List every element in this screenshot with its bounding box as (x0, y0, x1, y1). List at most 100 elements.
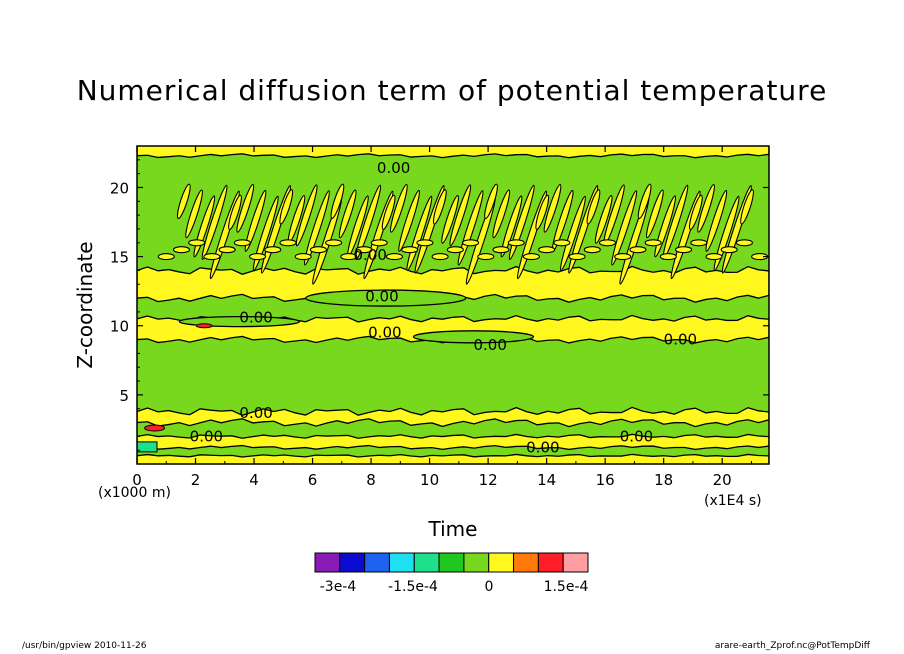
x-tick-label: 8 (366, 471, 376, 489)
plot-frame (136, 145, 770, 465)
field-wave (720, 246, 738, 254)
colorbar-swatch (488, 552, 515, 573)
field-wave (568, 253, 586, 261)
field-wave (185, 189, 203, 239)
field-wave (646, 189, 664, 239)
field-wave (172, 246, 191, 254)
field-surface-band (137, 453, 769, 464)
field-island (412, 330, 535, 344)
field-island (305, 289, 467, 307)
field-wave (381, 194, 396, 231)
field-wave (446, 246, 464, 254)
field-wave (385, 253, 404, 261)
field-wave (507, 239, 525, 247)
field-wave (176, 183, 191, 220)
field-wave (432, 189, 447, 225)
field-wave (522, 253, 540, 261)
field-wave (535, 194, 550, 231)
chart-title: Numerical diffusion term of potential te… (76, 74, 828, 107)
colorbar-swatch (513, 552, 539, 573)
field-wave (598, 239, 617, 247)
field-wave (431, 253, 449, 261)
field-wave (492, 189, 511, 239)
field-lower-band (137, 406, 769, 428)
field-blob (195, 323, 213, 329)
field-wave (611, 190, 638, 266)
field-wave (735, 239, 753, 247)
contour-label: 0.00 (620, 427, 653, 445)
field-wave (264, 246, 282, 254)
field-wave (355, 184, 382, 260)
colorbar-swatch (364, 552, 390, 573)
contour-label: 0.00 (377, 159, 410, 177)
field-wave (449, 184, 472, 247)
field-wave (236, 183, 255, 233)
colorbar-label: 0 (485, 579, 494, 595)
field-wave (398, 189, 421, 252)
x-tick-label: 18 (654, 471, 673, 489)
field-wave (559, 195, 586, 272)
colorbar-swatch (314, 552, 341, 573)
contour-label: 0.00 (368, 324, 401, 342)
contour-label: 0.00 (239, 404, 272, 422)
field-wave (740, 189, 754, 225)
colorbar: -3e-4 -1.5e-4 0 1.5e-4 (314, 552, 589, 595)
field-wave (492, 246, 510, 254)
field-wave (583, 246, 601, 254)
colorbar-swatch (413, 552, 440, 573)
field-wave (462, 239, 480, 247)
colorbar-swatch (537, 552, 564, 573)
field-wave (553, 239, 571, 247)
colorbar-label: -3e-4 (320, 579, 357, 595)
field-wave (188, 239, 206, 247)
field-wave (338, 189, 357, 239)
y-axis-label: Z-coordinate (73, 241, 97, 368)
field-wave (252, 195, 279, 272)
field-wave (340, 253, 358, 261)
y-tick-label: 20 (110, 179, 129, 197)
field-wave (441, 195, 459, 244)
field-wave (325, 239, 343, 247)
field-near-surface-band (137, 433, 769, 451)
field-wave (697, 183, 715, 233)
field-wave (586, 189, 601, 225)
field-wave (157, 253, 175, 261)
colorbar-swatch (438, 552, 465, 573)
field-wave (330, 183, 345, 220)
colorbar-swatch (388, 552, 415, 573)
field-wave (401, 246, 419, 254)
field-wave (279, 239, 297, 247)
colorbar-label: -1.5e-4 (388, 579, 438, 595)
contour-label: 0.00 (354, 246, 387, 264)
field-wave (675, 246, 693, 254)
contour-label: 0.00 (526, 438, 559, 456)
field-wave (629, 246, 647, 254)
footer-right: arare-earth_Zprof.nc@PotTempDiff (714, 641, 870, 651)
colorbar-swatch (562, 552, 589, 573)
field-wave (659, 253, 677, 261)
y-tick-label: 5 (119, 387, 129, 405)
field-wave (201, 184, 228, 260)
field-wave (416, 239, 434, 247)
field-wave (218, 246, 236, 254)
field-wave (294, 253, 312, 261)
x-tick-label: 0 (132, 471, 142, 489)
field-wave (295, 184, 318, 247)
y-tick-label: 15 (110, 249, 129, 267)
colorbar-label: 1.5e-4 (544, 579, 589, 595)
field-wave (279, 189, 294, 225)
field-wave (355, 246, 373, 254)
y-tick-label: 10 (110, 318, 129, 336)
x-tick-label: 20 (713, 471, 732, 489)
x-axis-label: Time (428, 517, 478, 541)
x-tick-label: 16 (596, 471, 615, 489)
x-axis: 0 2 4 6 8 10 12 14 16 18 20 (132, 146, 752, 489)
x-unit-label: (x1E4 s) (704, 493, 762, 509)
contour-label: 0.00 (190, 427, 223, 445)
field-wave (705, 189, 728, 252)
contour-label: 0.00 (239, 308, 272, 326)
x-tick-label: 6 (308, 471, 318, 489)
field-wave (228, 194, 242, 231)
footer-left: /usr/bin/gpview 2010-11-26 (22, 641, 147, 651)
field-blob (137, 441, 158, 453)
